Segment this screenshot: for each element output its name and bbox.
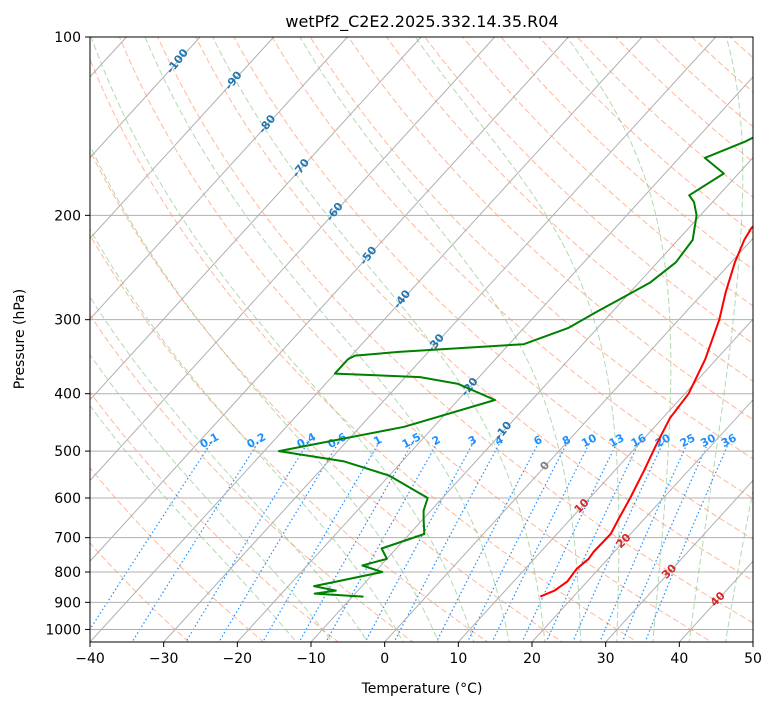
y-tick-label: 900 <box>54 595 81 611</box>
x-axis-title: Temperature (°C) <box>361 681 483 697</box>
isotherm <box>384 237 753 642</box>
moist-adiabat <box>90 228 404 642</box>
mixing-ratio-line <box>466 440 569 642</box>
dry-adiabat <box>195 37 753 582</box>
y-tick-label: 800 <box>54 565 81 581</box>
isotherm <box>90 37 348 320</box>
isotherm <box>605 479 753 642</box>
mixing-ratio-line <box>393 440 502 642</box>
mixing-ratio-line <box>90 440 214 631</box>
x-tick-label: −10 <box>296 651 326 667</box>
isotherm <box>90 37 496 482</box>
mixing-ratio-label: 25 <box>678 431 698 450</box>
dry-adiabat <box>90 149 564 642</box>
mixing-ratio-label: 13 <box>607 431 627 450</box>
mixing-ratio-label: 20 <box>653 431 673 450</box>
mixing-ratio-line <box>131 440 260 642</box>
mixing-ratio-line <box>491 440 592 642</box>
dry-adiabat <box>157 37 753 624</box>
x-tick-label: 50 <box>744 651 762 667</box>
skewed-isotherms <box>90 37 753 642</box>
mixing-ratio-line <box>435 440 541 642</box>
moist-adiabat <box>725 488 753 642</box>
y-tick-label: 700 <box>54 531 81 547</box>
dry-adiabat <box>90 234 489 642</box>
y-tick-label: 400 <box>54 387 81 403</box>
mixing-ratio-line <box>572 440 665 642</box>
moist-adiabat <box>566 37 672 642</box>
isotherm <box>90 37 275 240</box>
y-tick-label: 600 <box>54 491 81 507</box>
isotherm <box>457 318 753 642</box>
dry-adiabat <box>90 58 638 642</box>
moist-adiabat <box>90 37 475 642</box>
dry-adiabat <box>90 467 265 642</box>
mixing-ratio-line <box>599 440 690 642</box>
isotherm <box>236 76 753 642</box>
mixing-ratio-label: 16 <box>629 431 649 450</box>
background-lines <box>90 37 753 642</box>
mixing-ratio-line <box>521 440 619 642</box>
x-tick-label: −20 <box>223 651 253 667</box>
y-axis: 1000 900 800 700 600 500 400 300 200 100 <box>45 30 90 638</box>
dry-adiabat <box>462 37 753 307</box>
dewpoint-profile <box>277 136 753 598</box>
moist-adiabat <box>212 37 546 642</box>
mixing-ratio-line <box>298 440 415 642</box>
y-tick-label: 500 <box>54 444 81 460</box>
y-tick-label: 100 <box>54 30 81 46</box>
mixing-ratio-label: 30 <box>698 431 718 450</box>
chart-title: wetPf2_C2E2.2025.332.14.35.R04 <box>285 12 558 32</box>
moist-adiabats <box>90 37 753 642</box>
mixing-ratio-line <box>262 440 381 642</box>
isotherm <box>90 37 422 401</box>
dry-adiabat <box>233 37 753 540</box>
x-tick-label: 20 <box>523 651 541 667</box>
x-tick-label: 40 <box>670 651 688 667</box>
moist-adiabat <box>90 353 333 642</box>
y-tick-label: 300 <box>54 313 81 329</box>
temperature-profile <box>539 225 753 598</box>
x-tick-label: −40 <box>75 651 105 667</box>
dry-adiabat <box>309 37 753 460</box>
plot-frame <box>89 36 754 643</box>
dry-adiabat <box>385 37 753 382</box>
isotherm <box>163 37 717 642</box>
y-tick-label: 1000 <box>45 622 81 638</box>
isotherm <box>90 37 201 159</box>
y-axis-title: Pressure (hPa) <box>12 289 28 389</box>
mixing-ratio-line <box>644 440 731 642</box>
x-axis: −40 −30 −20 −10 0 10 20 30 40 50 <box>75 642 762 667</box>
mixing-ratio-line <box>364 440 476 642</box>
mixing-ratio-line <box>325 440 440 642</box>
dry-adiabat <box>90 542 190 642</box>
mixing-ratio-label: 36 <box>719 431 739 450</box>
mixing-ratio-line <box>621 440 710 642</box>
x-tick-label: 0 <box>380 651 389 667</box>
x-tick-label: 30 <box>597 651 615 667</box>
x-tick-label: 10 <box>449 651 467 667</box>
sounding-profiles <box>277 136 753 598</box>
isotherm <box>90 37 569 563</box>
dry-adiabat <box>118 37 713 642</box>
isotherm <box>90 37 643 642</box>
moist-adiabat <box>90 144 440 642</box>
moist-adiabat <box>90 404 297 642</box>
mixing-ratio-lines <box>90 440 731 642</box>
mixing-ratio-line <box>545 440 641 642</box>
isotherm <box>531 399 753 642</box>
dry-adiabats <box>90 37 753 642</box>
mixing-ratio-label: 10 <box>579 431 599 450</box>
y-tick-label: 200 <box>54 208 81 224</box>
x-tick-label: −30 <box>149 651 179 667</box>
